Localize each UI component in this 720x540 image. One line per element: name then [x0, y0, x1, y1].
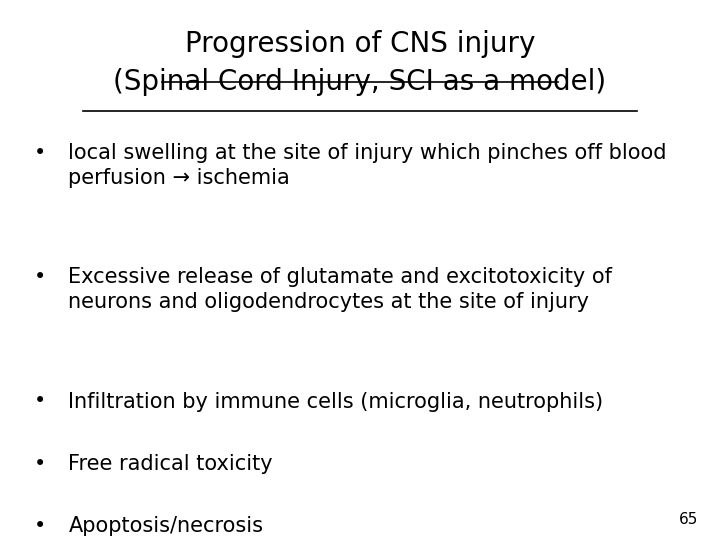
Text: •: •: [33, 143, 46, 163]
Text: 65: 65: [679, 511, 698, 526]
Text: (Spinal Cord Injury, SCI as a model): (Spinal Cord Injury, SCI as a model): [114, 68, 606, 96]
Text: Progression of CNS injury: Progression of CNS injury: [185, 30, 535, 58]
Text: Free radical toxicity: Free radical toxicity: [68, 454, 273, 474]
Text: Excessive release of glutamate and excitotoxicity of
neurons and oligodendrocyte: Excessive release of glutamate and excit…: [68, 267, 613, 312]
Text: •: •: [33, 516, 46, 536]
Text: •: •: [33, 454, 46, 474]
Text: •: •: [33, 267, 46, 287]
Text: Infiltration by immune cells (microglia, neutrophils): Infiltration by immune cells (microglia,…: [68, 392, 603, 411]
Text: •: •: [33, 392, 46, 411]
Text: Apoptosis/necrosis: Apoptosis/necrosis: [68, 516, 264, 536]
Text: local swelling at the site of injury which pinches off blood
perfusion → ischemi: local swelling at the site of injury whi…: [68, 143, 667, 188]
